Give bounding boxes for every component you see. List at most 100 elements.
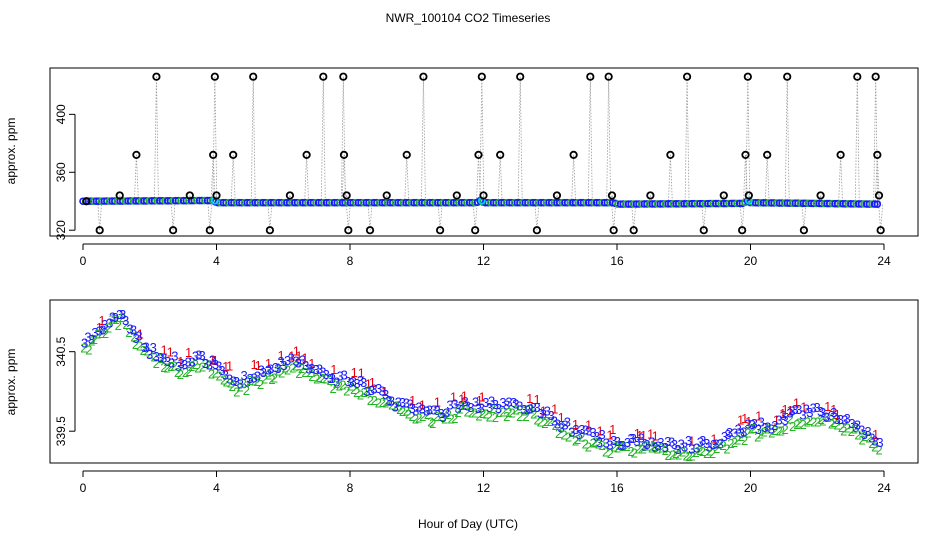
series-3-point: 3 bbox=[288, 350, 295, 365]
series-3-point: 3 bbox=[451, 396, 458, 411]
series-2-point: 2 bbox=[662, 443, 669, 458]
series-3-point: 3 bbox=[412, 404, 419, 419]
series-3-point: 3 bbox=[817, 404, 824, 419]
top-drop-line bbox=[439, 202, 443, 231]
series-2-point: 2 bbox=[717, 436, 724, 451]
bottom-series-points: 2323232312312323232323232323232323123232… bbox=[80, 307, 883, 464]
series-3-point: 3 bbox=[164, 354, 171, 369]
series-2-point: 2 bbox=[445, 407, 452, 422]
series-1-point: 1 bbox=[551, 401, 558, 416]
series-3-point: 3 bbox=[195, 347, 202, 362]
top-outlier-point bbox=[853, 72, 862, 81]
series-2-point: 2 bbox=[429, 416, 436, 431]
series-2-point: 2 bbox=[109, 311, 116, 326]
top-drop-line bbox=[764, 154, 768, 203]
top-drop-line bbox=[421, 76, 424, 203]
series-3-point: 3 bbox=[512, 397, 519, 412]
series-3-point: 3 bbox=[233, 374, 240, 389]
series-3-point: 3 bbox=[222, 367, 229, 382]
series-3-point: 3 bbox=[664, 434, 671, 449]
series-1-point: 1 bbox=[710, 431, 717, 446]
series-2-point: 2 bbox=[105, 321, 112, 336]
top-drop-line bbox=[481, 76, 485, 202]
series-2-point: 2 bbox=[182, 365, 189, 380]
top-y-axis: 320 360 400 bbox=[54, 104, 76, 240]
series-2-point: 2 bbox=[132, 337, 139, 352]
top-outlier-point bbox=[799, 226, 809, 235]
series-3-point: 3 bbox=[688, 442, 695, 457]
top-outlier-point bbox=[516, 72, 525, 81]
series-3-point: 3 bbox=[520, 402, 527, 417]
series-3-point: 3 bbox=[392, 399, 399, 414]
series-2-point: 2 bbox=[347, 379, 354, 394]
bottom-x-tick-label: 20 bbox=[744, 481, 758, 495]
series-3-point: 3 bbox=[308, 361, 315, 376]
top-outlier-point bbox=[496, 150, 505, 159]
series-3-point: 3 bbox=[189, 355, 196, 370]
series-3-point: 3 bbox=[146, 347, 153, 362]
series-2-point: 2 bbox=[590, 435, 597, 450]
series-2-point: 2 bbox=[319, 371, 326, 386]
series-1-point: 1 bbox=[800, 400, 807, 415]
series-3-point: 3 bbox=[382, 387, 389, 402]
top-drop-line bbox=[322, 76, 326, 203]
bottom-y-axis: 339.5 340.5 bbox=[54, 336, 76, 446]
series-2-point: 2 bbox=[572, 433, 579, 448]
top-outlier-point bbox=[699, 226, 708, 235]
series-2-point: 2 bbox=[115, 318, 122, 333]
series-3-point: 3 bbox=[84, 330, 91, 345]
series-3-point: 3 bbox=[81, 335, 88, 350]
top-drop-line bbox=[686, 76, 690, 204]
series-2-point: 2 bbox=[876, 442, 883, 457]
series-2-point: 2 bbox=[91, 332, 98, 347]
series-2-point: 2 bbox=[289, 360, 296, 375]
top-x-tick-label: 12 bbox=[477, 254, 491, 268]
series-3-point: 3 bbox=[610, 433, 617, 448]
series-3-point: 3 bbox=[293, 353, 300, 368]
series-3-point: 3 bbox=[776, 412, 783, 427]
series-1-point: 1 bbox=[824, 399, 831, 414]
series-3-point: 3 bbox=[603, 436, 610, 451]
series-3-point: 3 bbox=[439, 410, 446, 425]
series-3-point: 3 bbox=[357, 373, 364, 388]
series-2-point: 2 bbox=[403, 404, 410, 419]
top-drop-line bbox=[840, 154, 844, 204]
top-drop-line bbox=[631, 204, 635, 231]
series-3-point: 3 bbox=[503, 398, 510, 413]
series-2-point: 2 bbox=[140, 343, 147, 358]
series-3-point: 3 bbox=[510, 395, 517, 410]
series-2-point: 2 bbox=[547, 414, 554, 429]
top-outlier-point bbox=[436, 226, 445, 235]
top-y-tick-label: 400 bbox=[54, 104, 68, 124]
top-outlier-point bbox=[477, 72, 486, 81]
x-axis-label: Hour of Day (UTC) bbox=[418, 517, 518, 531]
series-3-point: 3 bbox=[699, 433, 706, 448]
series-2-point: 2 bbox=[778, 424, 785, 439]
series-3-point: 3 bbox=[344, 374, 351, 389]
series-3-point: 3 bbox=[272, 360, 279, 375]
series-2-point: 2 bbox=[814, 414, 821, 429]
series-3-point: 3 bbox=[572, 422, 579, 437]
series-2-point: 2 bbox=[699, 444, 706, 459]
top-outlier-point bbox=[342, 191, 351, 200]
series-3-point: 3 bbox=[599, 427, 606, 442]
series-2-point: 2 bbox=[723, 441, 730, 456]
top-outlier-point bbox=[95, 226, 104, 235]
series-2-point: 2 bbox=[208, 366, 215, 381]
series-3-point: 3 bbox=[606, 438, 613, 453]
series-3-point: 3 bbox=[395, 395, 402, 410]
series-2-point: 2 bbox=[298, 361, 305, 376]
top-drop-line bbox=[684, 76, 688, 204]
series-2-point: 2 bbox=[202, 356, 209, 371]
series-2-point: 2 bbox=[675, 448, 682, 463]
series-2-point: 2 bbox=[582, 437, 589, 452]
series-2-point: 2 bbox=[265, 367, 272, 382]
series-1-point: 1 bbox=[301, 351, 308, 366]
series-3-point: 3 bbox=[226, 372, 233, 387]
series-3-point: 3 bbox=[524, 402, 531, 417]
top-outlier-point bbox=[285, 191, 295, 200]
series-2-point: 2 bbox=[508, 405, 515, 420]
top-drop-line bbox=[404, 154, 408, 203]
top-drop-line bbox=[854, 76, 858, 204]
series-2-point: 2 bbox=[361, 385, 368, 400]
